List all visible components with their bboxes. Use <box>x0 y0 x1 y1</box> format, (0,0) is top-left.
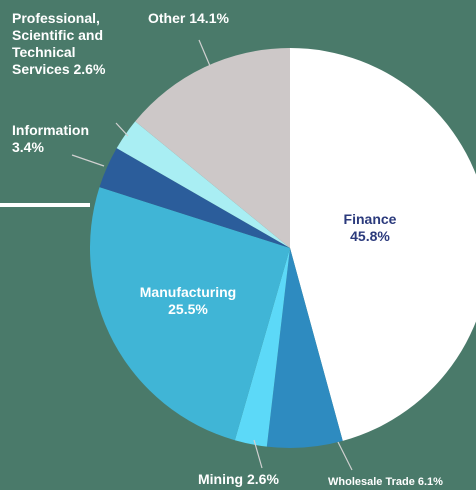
category-name: Information <box>12 122 89 138</box>
leader-line <box>337 441 353 471</box>
slice-label: Professional, Scientific and Technical S… <box>12 10 130 78</box>
category-name: Wholesale Trade <box>328 476 415 488</box>
category-name: Finance <box>343 211 397 227</box>
leader-line <box>71 154 105 167</box>
pie-slice <box>90 187 290 441</box>
pie-slice <box>116 121 290 248</box>
slice-label: Finance 45.8% <box>318 211 422 245</box>
pie-slice <box>135 48 290 248</box>
slice-label: Other 14.1% <box>148 10 229 27</box>
pie-slice <box>234 248 290 447</box>
value-label: 6.1% <box>417 476 443 488</box>
leaders <box>71 39 353 471</box>
category-name: Other <box>148 10 186 26</box>
pie-slice <box>266 248 343 448</box>
value-label: 3.4% <box>12 139 44 155</box>
value-label: 45.8% <box>350 228 390 244</box>
leader-line <box>115 122 129 137</box>
slice-label: Wholesale Trade 6.1% <box>328 474 443 490</box>
pie-slice <box>290 48 476 441</box>
value-label: 25.5% <box>168 301 208 317</box>
slice-label: Manufacturing 25.5% <box>120 284 256 318</box>
value-label: 2.6% <box>247 471 279 487</box>
pie-slice <box>99 148 291 248</box>
slice-label: Information 3.4% <box>12 122 89 156</box>
value-label: 14.1% <box>189 10 229 26</box>
category-name: Professional, Scientific and Technical S… <box>12 10 104 77</box>
slices <box>90 48 476 448</box>
value-label: 2.6% <box>73 61 106 77</box>
leader-line <box>253 439 263 469</box>
slice-label: Mining 2.6% <box>198 471 279 488</box>
leader-line <box>198 39 211 67</box>
category-name: Manufacturing <box>139 284 237 300</box>
category-name: Mining <box>198 471 244 487</box>
